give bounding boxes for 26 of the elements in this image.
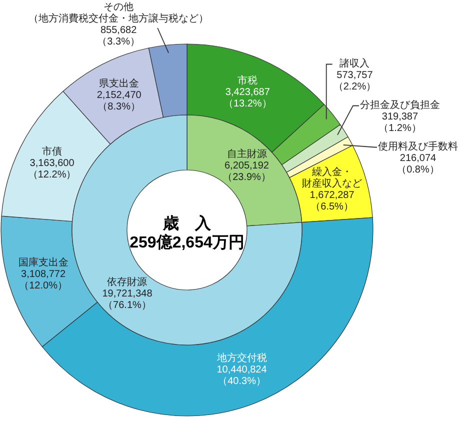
slice-label: 使用料及び手数料	[378, 140, 458, 153]
slice-label: 諸収入	[340, 58, 370, 70]
data-label: 10,440,824 （40.3%）	[216, 364, 268, 388]
text: 259億2,654万円	[130, 234, 244, 252]
slice-label: 市債	[42, 145, 62, 158]
slice-label: 自主財源	[226, 148, 267, 160]
slice-label: 国庫支出金	[18, 256, 68, 269]
text: 歳 入	[162, 214, 212, 232]
data-label: 855,682 （3.3%）	[97, 25, 140, 48]
data-label: 319,387 （1.2%）	[378, 112, 422, 134]
slice-label: その他（地方消費税交付金・地方譲与税など）	[28, 1, 209, 24]
data-label: 19,721,348 （76.1%）	[102, 288, 153, 311]
data-label: 6,205,192 （23.9%）	[222, 160, 271, 184]
slice-label: 分担金及び負担金	[360, 99, 440, 112]
slice-label: 依存財源	[107, 276, 148, 288]
slice-label: 繰入金・財産収入など	[302, 166, 362, 190]
data-label: 1,672,287 （6.5%）	[310, 190, 355, 213]
slice-label: 地方交付税	[216, 352, 267, 364]
data-label: 216,074 （0.8%）	[396, 153, 440, 176]
data-label: 3,163,600 （12.2%）	[28, 158, 76, 180]
data-label: 3,108,772 （12.0%）	[19, 269, 68, 292]
data-label: 573,757 （2.2%）	[333, 70, 376, 93]
slice-label: 市税	[238, 74, 258, 86]
slice-label: 県支出金	[99, 78, 140, 90]
data-label: 2,152,470 （8.3%）	[96, 90, 142, 113]
data-label: 3,423,687 （13.2%）	[223, 86, 272, 110]
